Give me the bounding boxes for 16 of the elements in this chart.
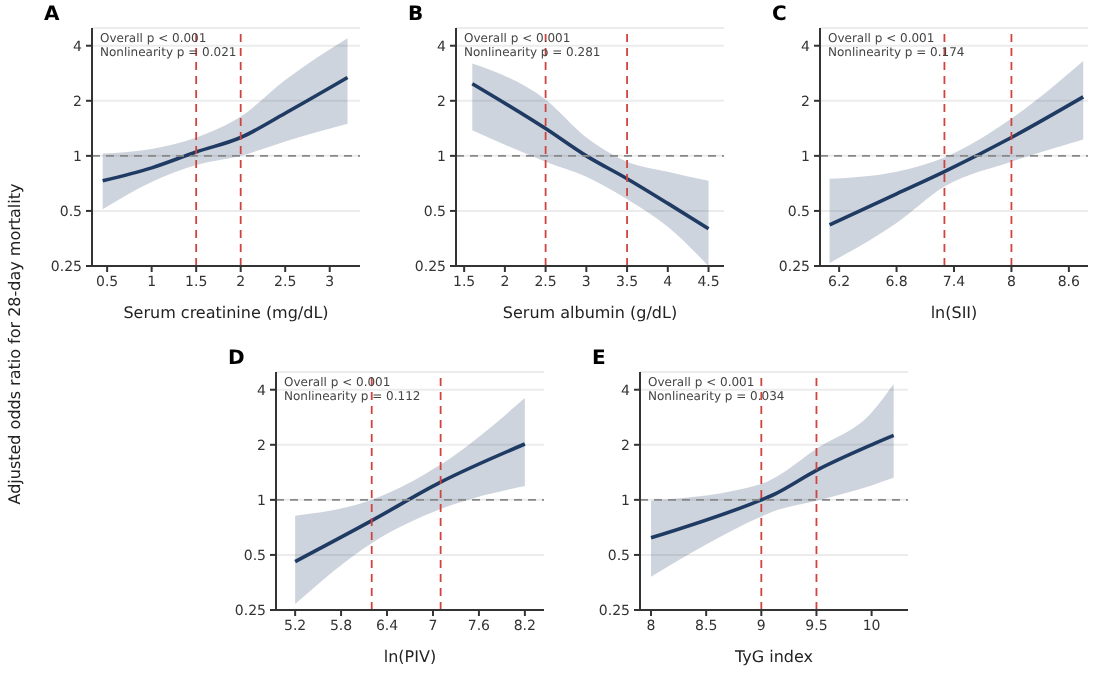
chart-title: D — [228, 348, 245, 370]
x-axis-title: ln(PIV) — [383, 648, 437, 666]
x-axis-title: ln(SII) — [930, 304, 978, 322]
y-axis-title: Adjusted odds ratio for 28-day mortality — [6, 182, 24, 505]
x-axis-title: TyG index — [732, 648, 814, 666]
x-axis-title: Serum albumin (g/dL) — [502, 304, 678, 322]
chart-title: C — [772, 4, 787, 26]
line-series — [293, 442, 527, 564]
chart-title: B — [408, 4, 424, 26]
line-series — [100, 75, 350, 183]
line-series — [827, 95, 1086, 227]
x-axis-title: Serum creatinine (mg/dL) — [123, 304, 329, 322]
chart-title: A — [44, 4, 60, 26]
chart-title: E — [592, 348, 606, 370]
line-series — [470, 81, 711, 231]
line-series — [649, 433, 896, 540]
